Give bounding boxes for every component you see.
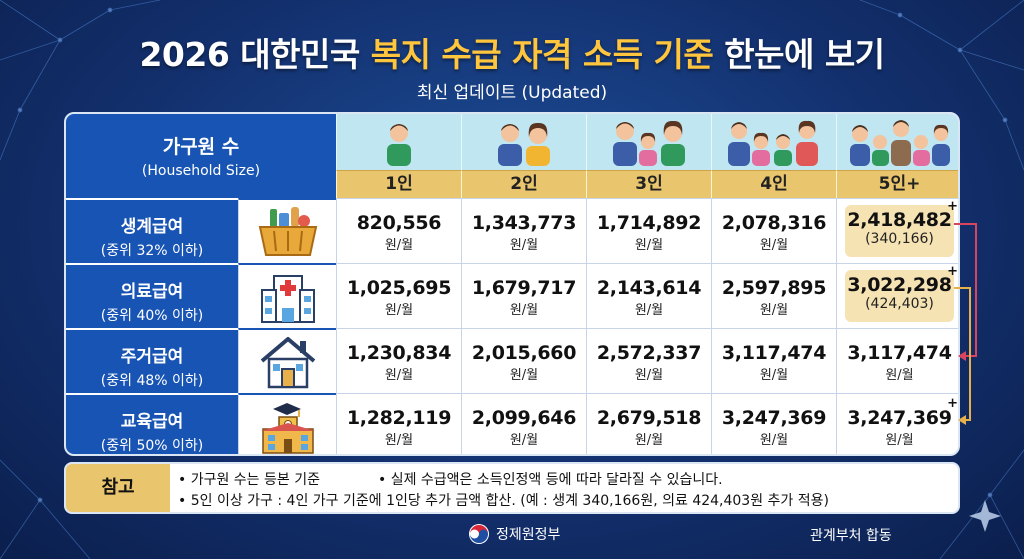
value-cell: 3,247,369 원/월 + bbox=[836, 393, 958, 454]
column-icon-5 bbox=[836, 114, 958, 170]
reference-note: 참고 • 가구원 수는 등본 기준 • 실제 수급액은 소득인정액 등에 따라 … bbox=[64, 462, 960, 514]
value-cell: 3,117,474 원/월 bbox=[836, 328, 958, 393]
value-cell: 1,714,892 원/월 bbox=[586, 198, 711, 263]
value-cell: 3,117,474 원/월 bbox=[711, 328, 836, 393]
reference-arrows bbox=[954, 223, 977, 425]
value-cell: 2,597,895 원/월 bbox=[711, 263, 836, 328]
note-line-1a: • 가구원 수는 등본 기준 bbox=[178, 472, 320, 488]
person-icon bbox=[387, 124, 411, 166]
note-line-2: • 5인 이상 가구 : 4인 가구 기준에 1인당 추가 금액 합산. (예 … bbox=[178, 493, 829, 509]
column-icon-4 bbox=[711, 114, 836, 170]
row-label-livelihood: 생계급여 (중위 32% 이하) bbox=[66, 198, 238, 263]
plus-mark: + bbox=[947, 264, 958, 279]
column-label-2: 2인 bbox=[461, 170, 586, 198]
row-icon-education bbox=[238, 393, 336, 454]
note-line-1b: • 실제 수급액은 소득인정액 등에 따라 달라질 수 있습니다. bbox=[378, 472, 723, 488]
column-label-1: 1인 bbox=[336, 170, 461, 198]
plus-mark: + bbox=[947, 396, 958, 411]
value-cell-highlight: 2,418,482 (340,166) + bbox=[836, 198, 958, 263]
column-label-4: 4인 bbox=[711, 170, 836, 198]
value-cell-highlight: 3,022,298 (424,403) + bbox=[836, 263, 958, 328]
column-label-5: 5인+ bbox=[836, 170, 958, 198]
value-cell: 3,247,369 원/월 bbox=[711, 393, 836, 454]
house-icon bbox=[260, 336, 315, 388]
column-icon-2 bbox=[461, 114, 586, 170]
row-icon-livelihood bbox=[238, 198, 336, 263]
value-cell: 1,025,695 원/월 bbox=[336, 263, 461, 328]
department-credit: 관계부처 합동 bbox=[810, 528, 892, 544]
value-cell: 1,282,119 원/월 bbox=[336, 393, 461, 454]
row-label-housing: 주거급여 (중위 48% 이하) bbox=[66, 328, 238, 393]
page-title: 2026 대한민국 복지 수급 자격 소득 기준 한눈에 보기 bbox=[139, 35, 885, 74]
school-icon bbox=[260, 402, 315, 454]
column-label-3: 3인 bbox=[586, 170, 711, 198]
value-cell: 1,343,773 원/월 bbox=[461, 198, 586, 263]
government-logo: 정제원정부 bbox=[468, 523, 560, 545]
value-cell: 820,556 원/월 bbox=[336, 198, 461, 263]
value-cell: 2,572,337 원/월 bbox=[586, 328, 711, 393]
row-label-education: 교육급여 (중위 50% 이하) bbox=[66, 393, 238, 454]
value-cell: 2,078,316 원/월 bbox=[711, 198, 836, 263]
value-cell: 1,230,834 원/월 bbox=[336, 328, 461, 393]
row-icon-housing bbox=[238, 328, 336, 393]
family-three-icon bbox=[613, 120, 685, 166]
two-people-icon bbox=[498, 122, 550, 166]
value-cell: 2,015,660 원/월 bbox=[461, 328, 586, 393]
taegeuk-emblem-icon bbox=[469, 524, 489, 544]
government-name: 정제원정부 bbox=[496, 527, 561, 543]
note-label: 참고 bbox=[66, 464, 170, 512]
income-criteria-table: 가구원 수 (Household Size) 1인 2인 3인 4인 5인+ 생… bbox=[64, 112, 960, 456]
column-icon-1 bbox=[336, 114, 461, 170]
value-cell: 2,099,646 원/월 bbox=[461, 393, 586, 454]
highlight-box bbox=[845, 205, 954, 257]
page-subtitle: 최신 업데이트 (Updated) bbox=[416, 83, 608, 103]
row-icon-medical bbox=[238, 263, 336, 328]
family-four-icon bbox=[728, 120, 818, 166]
plus-mark: + bbox=[947, 199, 958, 214]
value-cell: 2,679,518 원/월 bbox=[586, 393, 711, 454]
value-cell: 2,143,614 원/월 bbox=[586, 263, 711, 328]
value-cell: 1,679,717 원/월 bbox=[461, 263, 586, 328]
hospital-icon bbox=[260, 274, 315, 323]
row-label-medical: 의료급여 (중위 40% 이하) bbox=[66, 263, 238, 328]
highlight-box bbox=[845, 270, 954, 322]
column-icon-3 bbox=[586, 114, 711, 170]
family-five-icon bbox=[849, 120, 950, 166]
household-size-header: 가구원 수 (Household Size) bbox=[66, 114, 336, 198]
basket-icon bbox=[258, 206, 317, 256]
